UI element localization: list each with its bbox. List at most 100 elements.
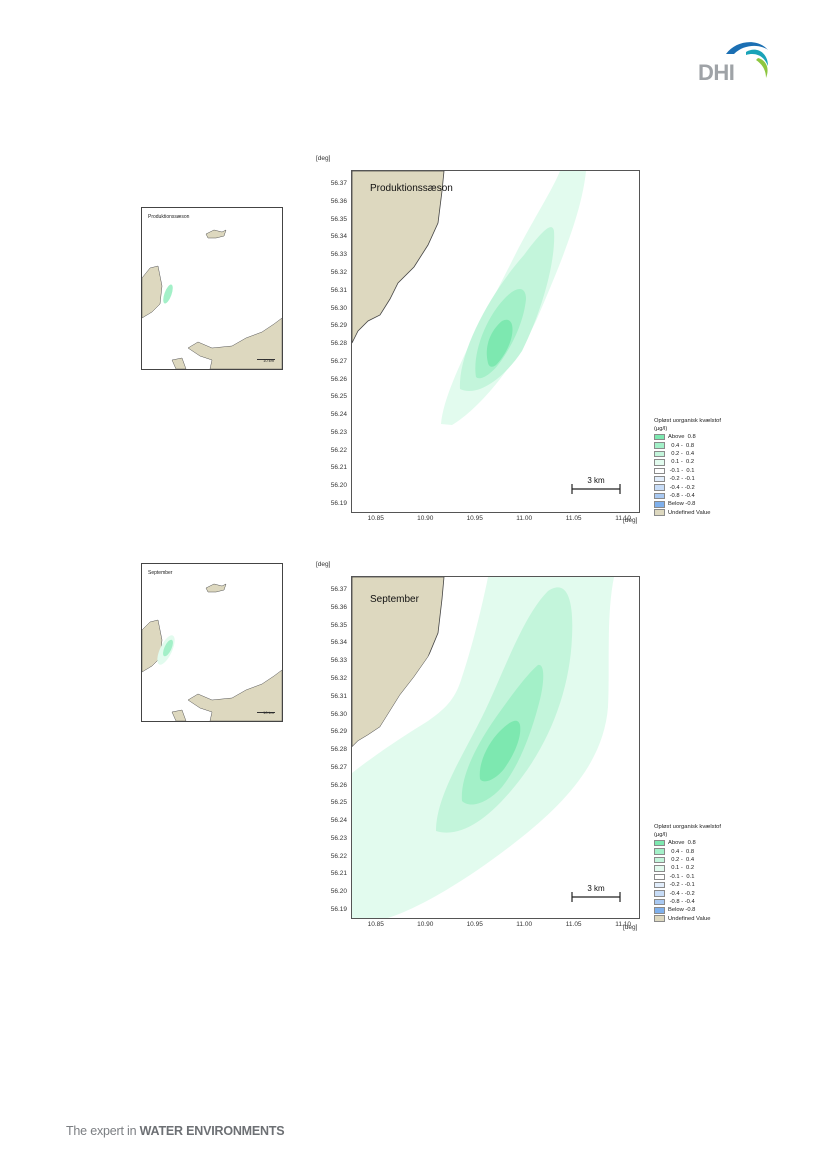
legend-item: 0.1 - 0.2 [654,864,721,872]
legend-swatch [654,907,665,914]
overview-land-north [142,265,163,319]
y-tick-label: 56.22 [330,446,347,454]
x-tick-label: 10.95 [466,921,483,928]
legend-label: 0.2 - 0.4 [668,856,695,863]
legend-swatch [654,839,665,847]
overview-island [205,229,227,239]
scalebar-label: 3 km [587,884,605,893]
plume-layer-above-0-8 [479,720,521,782]
overview-title: Produktionssæson [148,214,190,220]
y-tick-label: 56.35 [330,621,347,629]
legend-label: -0.8 - -0.4 [668,492,695,499]
legend-item: Undefined Value [654,509,721,517]
y-tick-label: 56.33 [330,251,347,259]
legend-item: Above 0.8 [654,433,721,441]
y-tick-label: 56.30 [330,710,347,718]
overview-scalebar [257,359,275,360]
x-tick-label: 10.85 [367,515,384,522]
legend-label: 0.2 - 0.4 [668,450,695,457]
legend-label: Below -0.8 [668,907,696,914]
x-axis-unit: [deg] [623,517,638,524]
y-tick-label: 56.31 [330,692,347,700]
legend-september: Opløst uorganisk kvælstof (µg/l) Above 0… [654,823,721,923]
y-tick-label: 56.26 [330,375,347,383]
legend-label: 0.1 - 0.2 [668,459,695,466]
legend-item: 0.2 - 0.4 [654,856,721,864]
legend-label: -0.4 - -0.2 [668,484,695,491]
x-tick-label: 10.90 [417,921,434,928]
y-tick-label: 56.32 [330,269,347,276]
overview-scale-label: 10 km [263,710,274,715]
legend-swatch [654,492,665,500]
logo-text: DHI [698,60,734,85]
legend-unit: (µg/l) [654,832,668,838]
overview-map-september: September 10 km [141,563,283,722]
legend-item: -0.1 - 0.1 [654,467,721,475]
overview-scalebar [257,712,275,713]
overview-map-graphic [142,229,282,369]
legend-item: -0.4 - -0.2 [654,483,721,491]
legend-item: -0.8 - -0.4 [654,898,721,906]
legend-swatch [654,848,665,855]
legend-item: -0.2 - -0.1 [654,475,721,483]
map-production-graphic [352,171,621,494]
legend-item: 0.4 - 0.8 [654,847,721,855]
legend-item: Above 0.8 [654,839,721,847]
y-tick-label: 56.24 [330,411,347,419]
overview-plume [163,639,173,657]
legend-swatch [654,509,665,516]
overview-title: September [148,570,173,576]
legend-item: Below -0.8 [654,500,721,508]
footer-tagline-bold: WATER ENVIRONMENTS [139,1124,285,1138]
y-tick-label: 56.25 [330,799,347,807]
legend-title: Opløst uorganisk kvælstof [654,824,722,830]
logo-wave-dark [726,42,768,54]
legend-label: -0.8 - -0.4 [668,898,695,905]
y-tick-label: 56.34 [330,639,347,647]
y-axis-unit: [deg] [316,155,331,162]
legend-swatch [654,450,665,458]
map-title: Produktionssæson [370,183,453,194]
y-tick-label: 56.20 [330,888,347,896]
legend-label: -0.4 - -0.2 [668,890,695,897]
y-tick-label: 56.29 [330,322,347,330]
legend-swatch [654,442,665,449]
y-tick-label: 56.23 [330,834,347,842]
legend-label: Above 0.8 [668,434,696,441]
legend-item: 0.2 - 0.4 [654,450,721,458]
x-tick-label: 11.10 [615,515,632,522]
legend-title: Opløst uorganisk kvælstof [654,418,722,424]
y-tick-label: 56.25 [330,393,347,401]
x-tick-label: 11.05 [565,515,582,522]
footer-tagline-prefix: The expert in [66,1124,140,1138]
overview-map-graphic [142,583,282,721]
y-tick-label: 56.37 [330,180,347,188]
y-tick-label: 56.35 [330,215,347,223]
legend-unit: (µg/l) [654,426,668,432]
legend-item: -0.2 - -0.1 [654,881,721,889]
footer-tagline: The expert in WATER ENVIRONMENTS [66,1124,285,1138]
y-tick-label: 56.27 [330,357,347,365]
legend-item: 0.4 - 0.8 [654,441,721,449]
legend-item: 0.1 - 0.2 [654,458,721,466]
y-tick-label: 56.33 [330,657,347,665]
land-coast [352,171,445,344]
scalebar [571,484,621,494]
legend-swatch [654,915,665,922]
y-tick-label: 56.28 [330,340,347,348]
white-channel [352,633,448,767]
y-tick-label: 56.27 [330,763,347,771]
overview-map-production: Produktionssæson 10 km [141,207,283,370]
y-tick-label: 56.19 [330,499,347,507]
y-tick-label: 56.22 [330,852,347,860]
legend-label: Above 0.8 [668,840,696,847]
y-tick-label: 56.19 [330,905,347,913]
legend-swatch [654,484,665,491]
x-tick-label: 11.00 [516,515,533,522]
legend-production: Opløst uorganisk kvælstof (µg/l) Above 0… [654,417,721,517]
legend-item: -0.8 - -0.4 [654,492,721,500]
x-tick-label: 11.00 [516,921,533,928]
legend-item: -0.1 - 0.1 [654,873,721,881]
legend-swatch [654,467,665,474]
overview-plume [163,284,173,304]
